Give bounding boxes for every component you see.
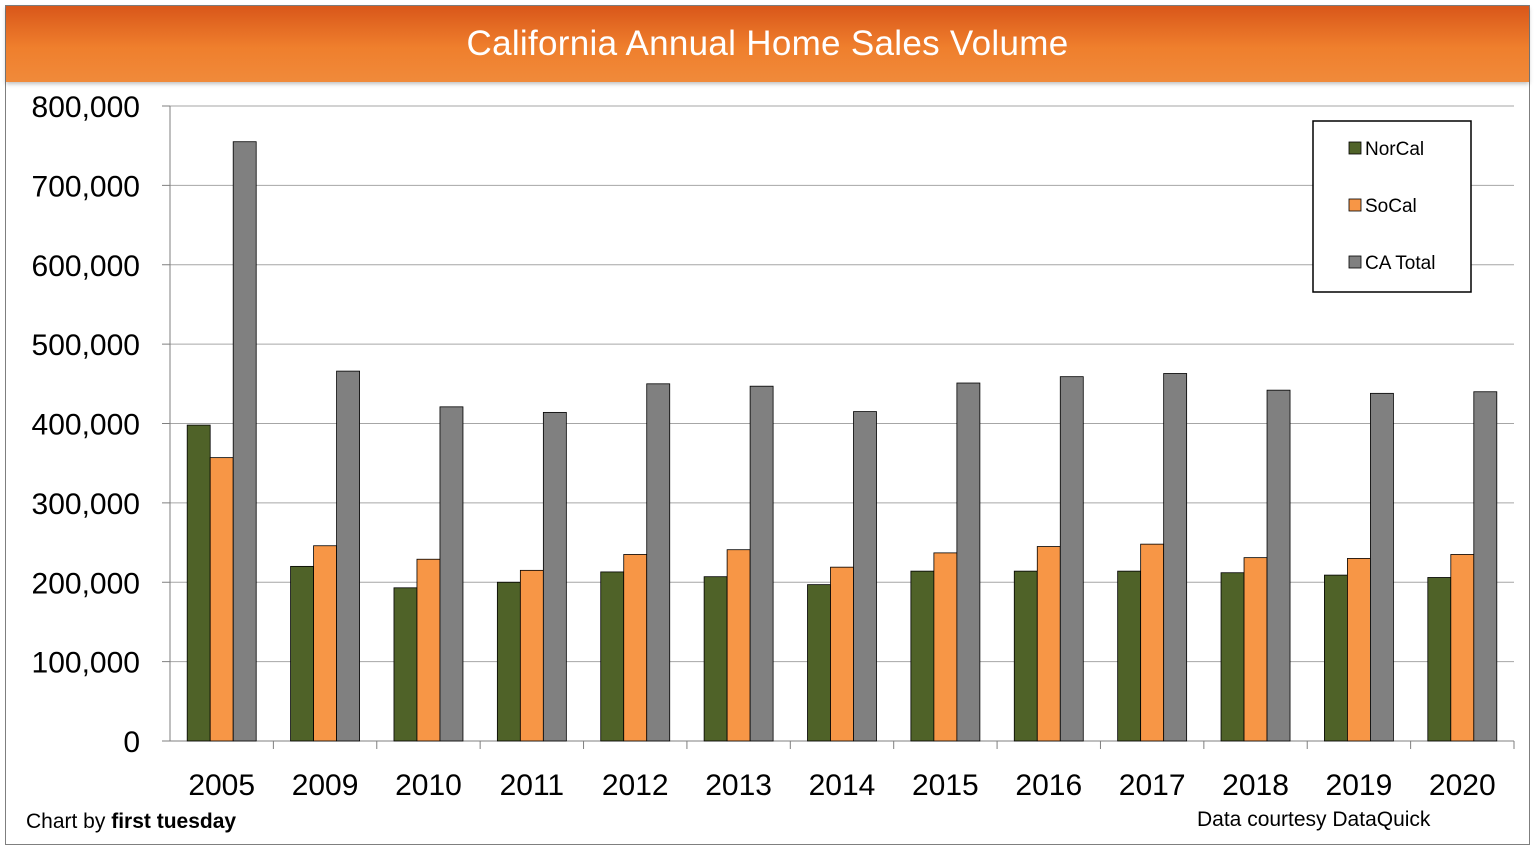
legend-swatch-norcal xyxy=(1348,141,1362,155)
bar-socal-2014 xyxy=(830,566,854,742)
x-tick-label: 2016 xyxy=(1015,769,1082,802)
bar-socal-2005 xyxy=(209,457,234,742)
x-tick-label: 2005 xyxy=(188,769,255,802)
y-tick-label: 0 xyxy=(123,726,140,759)
legend-label-norcal: NorCal xyxy=(1365,139,1424,160)
bar-ca-total-2014 xyxy=(853,411,877,742)
data-source-credit: Data courtesy DataQuick xyxy=(1197,808,1431,831)
y-tick-label: 500,000 xyxy=(32,329,140,362)
bar-norcal-2020 xyxy=(1427,577,1452,742)
x-tick-label: 2015 xyxy=(912,769,979,802)
bar-norcal-2005 xyxy=(186,424,211,742)
bar-norcal-2009 xyxy=(290,565,314,742)
bar-ca-total-2019 xyxy=(1370,392,1394,742)
bar-ca-total-2013 xyxy=(749,385,774,742)
bar-norcal-2014 xyxy=(807,584,831,742)
bar-ca-total-2011 xyxy=(542,411,567,742)
x-tick-label: 2017 xyxy=(1119,769,1186,802)
bar-ca-total-2017 xyxy=(1163,373,1188,742)
x-tick-label: 2011 xyxy=(500,769,565,802)
x-tick-label: 2018 xyxy=(1222,769,1289,802)
bar-ca-total-2010 xyxy=(439,406,464,742)
bar-socal-2011 xyxy=(519,569,544,742)
bar-socal-2017 xyxy=(1140,543,1165,742)
bar-norcal-2019 xyxy=(1324,574,1348,742)
bar-norcal-2012 xyxy=(600,571,625,742)
y-tick-label: 700,000 xyxy=(32,170,140,203)
title-banner: California Annual Home Sales Volume xyxy=(6,6,1529,82)
legend-swatch-socal xyxy=(1348,198,1362,212)
bar-norcal-2015 xyxy=(910,570,935,742)
y-tick-label: 600,000 xyxy=(32,250,140,283)
y-tick-label: 800,000 xyxy=(32,91,140,124)
legend-label-socal: SoCal xyxy=(1365,196,1417,217)
x-tick-label: 2020 xyxy=(1429,769,1496,802)
x-tick-label: 2019 xyxy=(1326,769,1393,802)
credit-brand: first tuesday xyxy=(111,810,237,833)
x-tick-label: 2012 xyxy=(602,769,669,802)
y-tick-label: 300,000 xyxy=(32,488,140,521)
bar-ca-total-2005 xyxy=(232,141,257,742)
bar-norcal-2010 xyxy=(393,587,418,742)
bar-ca-total-2016 xyxy=(1059,376,1084,742)
bar-socal-2016 xyxy=(1036,546,1061,742)
bar-socal-2015 xyxy=(933,552,958,742)
bar-socal-2013 xyxy=(726,549,751,742)
legend-box xyxy=(1312,120,1472,293)
bar-norcal-2016 xyxy=(1013,570,1038,742)
bar-socal-2019 xyxy=(1347,558,1371,742)
chart-credit: Chart by first tuesday xyxy=(26,810,236,834)
y-tick-label: 400,000 xyxy=(32,409,140,442)
bar-socal-2020 xyxy=(1450,554,1475,742)
x-tick-label: 2010 xyxy=(395,769,462,802)
bar-socal-2018 xyxy=(1243,557,1268,742)
bar-norcal-2017 xyxy=(1117,570,1142,742)
bar-ca-total-2009 xyxy=(336,370,360,742)
bar-norcal-2011 xyxy=(496,581,521,742)
bar-ca-total-2020 xyxy=(1473,391,1498,742)
y-tick-label: 100,000 xyxy=(32,647,140,680)
bar-ca-total-2012 xyxy=(646,383,671,742)
x-tick-label: 2013 xyxy=(705,769,772,802)
bar-ca-total-2018 xyxy=(1266,389,1291,742)
credit-prefix: Chart by xyxy=(26,810,112,833)
chart-title: California Annual Home Sales Volume xyxy=(466,24,1069,63)
bar-ca-total-2015 xyxy=(956,382,981,742)
x-tick-label: 2009 xyxy=(292,769,359,802)
x-tick-label: 2014 xyxy=(809,769,876,802)
legend-label-ca-total: CA Total xyxy=(1365,253,1435,274)
bar-norcal-2013 xyxy=(703,576,728,742)
bar-socal-2009 xyxy=(313,545,337,742)
y-tick-label: 200,000 xyxy=(32,567,140,600)
bar-socal-2010 xyxy=(416,558,441,742)
bar-norcal-2018 xyxy=(1220,572,1245,742)
legend-swatch-ca-total xyxy=(1348,255,1362,269)
bar-socal-2012 xyxy=(623,554,648,742)
